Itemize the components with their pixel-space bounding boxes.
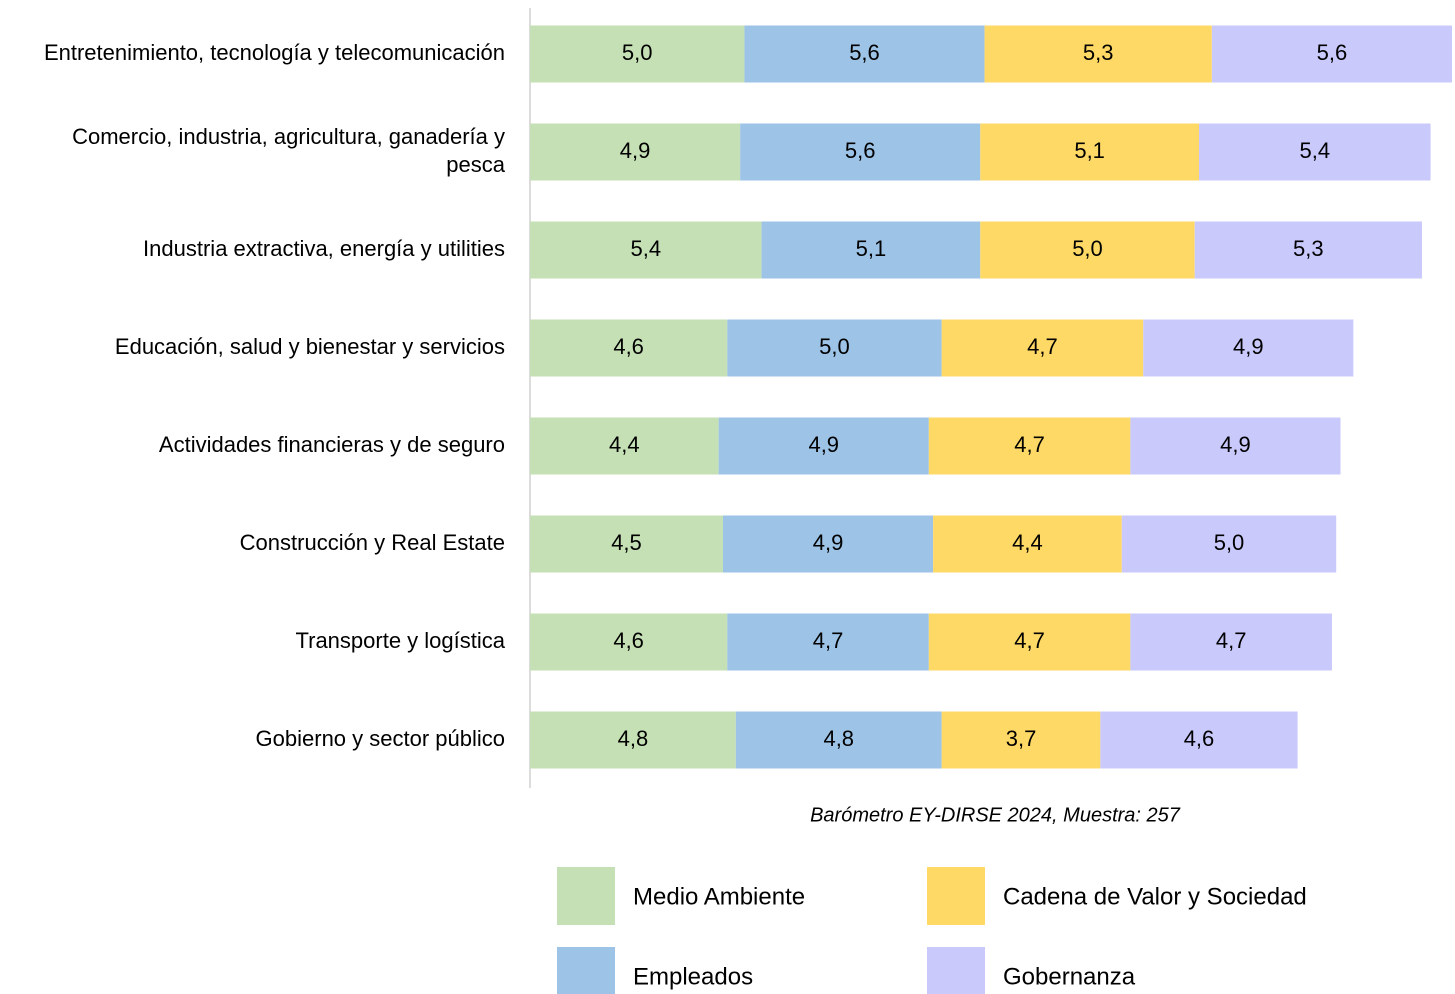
bar-segment [1211,25,1452,83]
bar-segment [933,515,1122,573]
value-label: 4,8 [823,726,854,751]
category-label: Gobierno y sector público [256,726,505,751]
bar-segment [727,613,929,671]
value-label: 5,3 [1083,40,1114,65]
bar-segment [530,417,719,475]
bar-segment [761,221,981,279]
category-label: Entretenimiento, tecnología y telecomuni… [44,40,505,65]
value-label: 5,6 [1317,40,1348,65]
value-label: 4,4 [1012,530,1043,555]
value-label: 4,9 [808,432,839,457]
bar-segment [530,123,741,181]
bar-segment [530,711,736,769]
value-label: 5,6 [849,40,880,65]
bar-segment [1194,221,1422,279]
bar-segment [984,25,1212,83]
bar-segment [928,417,1131,475]
value-label: 4,6 [1184,726,1215,751]
bar-segment [1121,515,1337,573]
bar-segment [718,417,929,475]
bar-segment [744,25,985,83]
legend-swatch [927,947,985,994]
value-label: 4,4 [609,432,640,457]
bar-segment [941,711,1101,769]
value-label: 4,5 [611,530,642,555]
category-label: Construcción y Real Estate [240,530,505,555]
legend-label: Empleados [633,963,753,990]
value-label: 4,7 [1027,334,1058,359]
value-label: 5,3 [1293,236,1324,261]
value-label: 4,6 [613,334,644,359]
bar-segment [980,221,1195,279]
bar-segment [928,613,1131,671]
bar-segment [530,319,728,377]
value-label: 5,1 [856,236,887,261]
legend-swatch [557,947,615,994]
value-label: 4,7 [1216,628,1247,653]
legend-swatch [557,867,615,925]
value-label: 3,7 [1006,726,1037,751]
category-label: Actividades financieras y de seguro [159,432,505,457]
category-label: Industria extractiva, energía y utilitie… [143,236,505,261]
bar-segment [530,221,762,279]
bar-segment [1198,123,1431,181]
bar-segment [1130,613,1332,671]
bar-segment [1130,417,1341,475]
bar-segment [530,613,728,671]
value-label: 5,4 [630,236,661,261]
value-label: 4,9 [813,530,844,555]
legend-label: Medio Ambiente [633,883,805,910]
bar-segment [530,515,723,573]
bar-segment [980,123,1199,181]
value-label: 5,1 [1074,138,1105,163]
value-label: 5,6 [845,138,876,163]
bar-segment [735,711,942,769]
category-label: Comercio, industria, agricultura, ganade… [72,124,506,177]
value-label: 5,4 [1299,138,1330,163]
source-note: Barómetro EY-DIRSE 2024, Muestra: 257 [810,804,1181,826]
value-label: 4,9 [620,138,651,163]
value-label: 4,9 [1233,334,1264,359]
bar-segment [722,515,934,573]
bar-segment [727,319,942,377]
value-label: 4,7 [1014,628,1045,653]
bar-segment [740,123,981,181]
value-label: 5,0 [622,40,653,65]
legend-label: Gobernanza [1003,963,1136,990]
bar-segment [530,25,745,83]
value-label: 4,8 [618,726,649,751]
bar-segment [1100,711,1298,769]
value-label: 4,7 [1014,432,1045,457]
category-label: Transporte y logística [296,628,506,653]
bar-segment [1143,319,1354,377]
value-label: 5,0 [819,334,850,359]
value-label: 4,7 [813,628,844,653]
legend-label: Cadena de Valor y Sociedad [1003,883,1307,910]
category-label: Educación, salud y bienestar y servicios [115,334,505,359]
value-label: 5,0 [1214,530,1245,555]
legend-swatch [927,867,985,925]
bar-segment [941,319,1144,377]
value-label: 4,9 [1220,432,1251,457]
value-label: 4,6 [613,628,644,653]
value-label: 5,0 [1072,236,1103,261]
